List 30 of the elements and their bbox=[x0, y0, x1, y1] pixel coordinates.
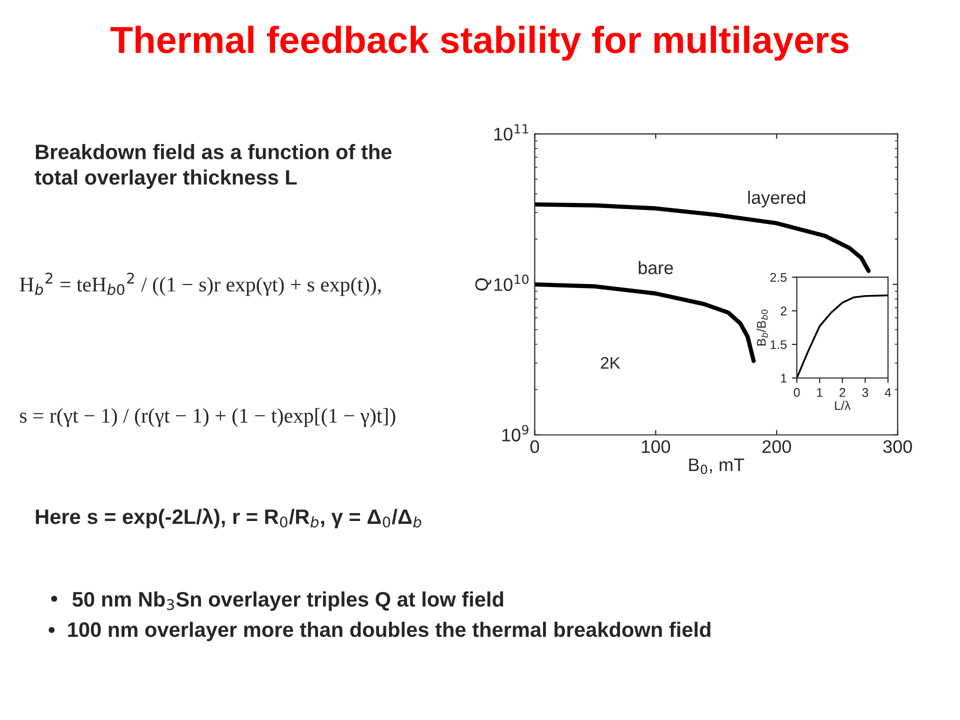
x-tick-label: 0 bbox=[530, 440, 540, 454]
y-tick-label: 2.5 bbox=[770, 273, 787, 282]
annotation: 2K bbox=[600, 357, 620, 369]
x-axis-title: L/λ bbox=[835, 400, 851, 410]
x-tick-label: 3 bbox=[862, 388, 868, 397]
y-tick-label: 10$^{10}$ bbox=[494, 274, 529, 291]
series-label: layered bbox=[748, 190, 806, 208]
y-tick-label: 1.5 bbox=[770, 340, 787, 350]
x-tick-label: 100 bbox=[642, 440, 670, 454]
text: s = r(γt − 1) / (r(γt − 1) + (1 − t)exp[(1 − γ)t]) bbox=[20, 408, 396, 428]
y-axis-title: B$_{b}$/B$_{b0}$ bbox=[756, 310, 768, 346]
text: H$_{b}$$^{2}$ = teH$_{b0}$$^{2}$ / ((1 − s)r exp(γt) + s exp(t)), bbox=[20, 272, 381, 296]
x-tick-label: 1 bbox=[817, 388, 822, 397]
x-axis-title: B$_{0}$, mT bbox=[689, 458, 744, 474]
y-axis-title: Q bbox=[475, 278, 492, 291]
series-label: bare bbox=[638, 260, 673, 274]
x-tick-label: 2 bbox=[840, 388, 846, 397]
y-tick-label: 10$^{11}$ bbox=[494, 124, 528, 141]
y-tick-label: 2 bbox=[780, 306, 786, 316]
x-tick-label: 0 bbox=[794, 388, 800, 397]
x-tick-label: 4 bbox=[884, 388, 892, 397]
chart-title: Thermal feedback stability for multilayers bbox=[110, 26, 848, 61]
text: • 50 nm Nb$_{3}$Sn overlayer triples Q at low field bbox=[51, 591, 504, 611]
y-tick-label: 1 bbox=[781, 374, 786, 383]
x-tick-label: 200 bbox=[762, 440, 791, 454]
text: Here s = exp(-2L/λ), r = R$_{0}$/R$_{b}$, γ = Δ$_{0}$/Δ$_{b}$ bbox=[36, 508, 422, 528]
x-tick-label: 300 bbox=[883, 440, 912, 454]
text: • 100 nm overlayer more than doubles the thermal breakdown field bbox=[48, 622, 710, 642]
text: Breakdown field as a function of the total overlayer thickness L bbox=[34, 144, 392, 189]
y-tick-label: 10$^{9}$ bbox=[502, 424, 528, 442]
